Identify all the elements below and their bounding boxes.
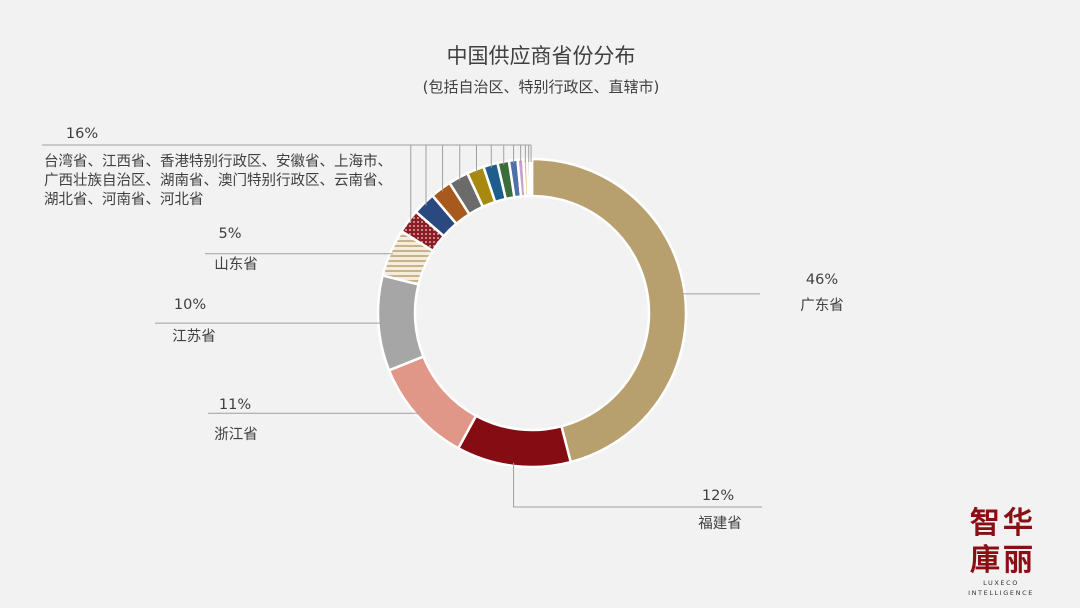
value-label-shandong: 5% — [218, 226, 241, 242]
logo-line1: LUXECO — [983, 579, 1019, 587]
logo-char-4: 丽 — [1003, 543, 1033, 578]
slice-2 — [456, 414, 573, 469]
value-label-guangdong: 46% — [806, 272, 838, 288]
chart-title: 中国供应商省份分布 — [447, 44, 636, 68]
category-label-jiangsu: 江苏省 — [172, 328, 216, 345]
value-label-zhejiang: 11% — [219, 397, 251, 413]
slice-labels: 46% 广东省 12% 福建省 11% 浙江省 10% 江苏省 5% 山东省 16% 台湾省、江西省、… — [44, 126, 844, 532]
slice-4 — [376, 273, 426, 372]
leader-lines — [42, 144, 762, 508]
logo-char-3: 庫 — [970, 543, 1000, 578]
category-label-fujian: 福建省 — [698, 515, 742, 532]
logo-line2: INTELLIGENCE — [968, 589, 1034, 597]
category-label-zhejiang: 浙江省 — [214, 426, 258, 443]
leader-fujian — [513, 462, 762, 508]
slice-3 — [387, 354, 478, 450]
value-label-others: 16% — [66, 126, 98, 142]
category-label-shandong: 山东省 — [214, 256, 258, 273]
value-label-fujian: 12% — [702, 488, 734, 504]
logo: 智 华 庫 丽 LUXECO INTELLIGENCE — [968, 506, 1034, 597]
chart-subtitle: (包括自治区、特别行政区、直辖市) — [423, 78, 660, 96]
category-label-others-2: 广西壮族自治区、湖南省、澳门特别行政区、云南省、 — [44, 172, 392, 189]
logo-char-2: 华 — [1003, 506, 1033, 541]
category-label-others-3: 湖北省、河南省、河北省 — [44, 191, 204, 208]
category-label-others-1: 台湾省、江西省、香港特别行政区、安徽省、上海市、 — [44, 153, 392, 170]
slice-1 — [530, 157, 688, 464]
donut-slices — [376, 157, 688, 469]
value-label-jiangsu: 10% — [174, 297, 206, 313]
slice-17 — [528, 157, 534, 198]
logo-char-1: 智 — [970, 506, 1000, 541]
category-label-guangdong: 广东省 — [800, 297, 844, 314]
